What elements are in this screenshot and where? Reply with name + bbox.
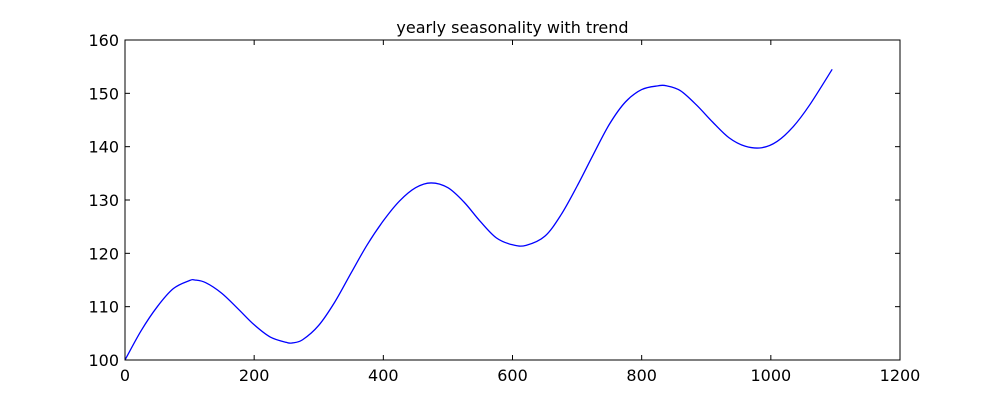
x-tick-label-1: 200 [239,366,270,385]
x-tick-label-3: 600 [497,366,528,385]
x-tick-label-6: 1200 [880,366,921,385]
plot-area: 0 200 400 600 800 1000 1200 100 110 120 130 140 150 1… [88,31,920,385]
y-tick-label-3: 130 [88,191,119,210]
y-tick-label-0: 100 [88,351,119,370]
y-tick-label-4: 140 [88,138,119,157]
x-tick-label-2: 400 [368,366,399,385]
series-line-0 [124,68,833,361]
x-tick-label-0: 0 [120,366,130,385]
y-tick-label-6: 160 [88,31,119,50]
x-tick-label-5: 1000 [750,366,791,385]
chart-title: yearly seasonality with trend [396,18,628,37]
x-tick-label-4: 800 [626,366,657,385]
y-tick-label-5: 150 [88,84,119,103]
y-tick-label-1: 110 [88,298,119,317]
y-tick-label-2: 120 [88,244,119,263]
